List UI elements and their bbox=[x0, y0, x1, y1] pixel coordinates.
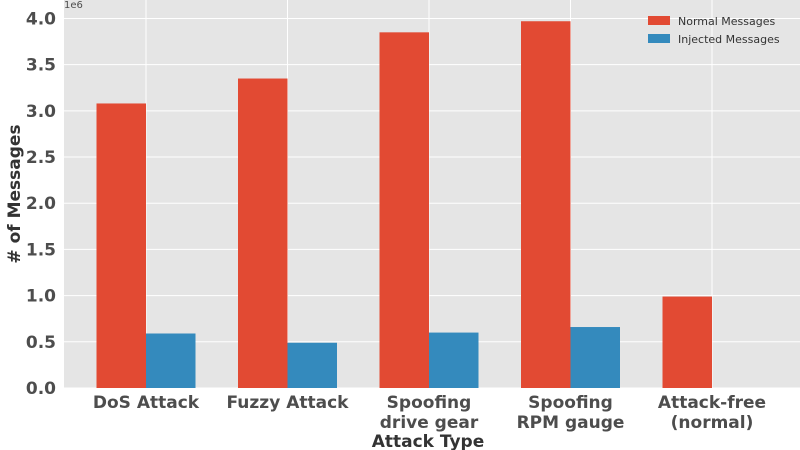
x-axis-ticks: DoS Attack Fuzzy Attack Spoofing drive gear… bbox=[93, 393, 766, 433]
bar-injected bbox=[570, 327, 620, 388]
x-tick-label: Fuzzy Attack bbox=[227, 393, 350, 413]
bars bbox=[96, 21, 712, 389]
legend-label: Normal Messages bbox=[678, 15, 776, 28]
x-tick-label-line: Spoofing bbox=[387, 393, 472, 413]
x-tick-label-line: Fuzzy Attack bbox=[227, 393, 350, 413]
legend-swatch bbox=[648, 34, 670, 43]
y-tick-label: 0.0 bbox=[26, 379, 56, 399]
x-tick-label-line: Spoofing bbox=[528, 393, 613, 413]
y-offset-label: 1e6 bbox=[64, 0, 83, 11]
y-tick-label: 2.0 bbox=[26, 194, 56, 214]
bar-normal bbox=[379, 32, 429, 388]
y-tick-label: 1.5 bbox=[26, 240, 56, 260]
x-tick-label: Spoofing drive gear bbox=[380, 393, 479, 433]
legend-label: Injected Messages bbox=[678, 33, 780, 46]
y-tick-label: 3.5 bbox=[26, 56, 56, 76]
bar-injected bbox=[287, 342, 337, 388]
x-tick-label-line: DoS Attack bbox=[93, 393, 200, 413]
y-tick-label: 2.5 bbox=[26, 148, 56, 168]
y-tick-label: 4.0 bbox=[26, 9, 56, 29]
x-tick-label-line: drive gear bbox=[380, 413, 479, 433]
y-tick-label: 3.0 bbox=[26, 102, 56, 122]
x-tick-label: DoS Attack bbox=[93, 393, 200, 413]
y-axis-ticks: 0.0 0.5 1.0 1.5 2.0 2.5 3.0 3.5 4.0 bbox=[26, 9, 56, 399]
legend: Normal Messages Injected Messages bbox=[648, 15, 780, 46]
x-tick-label-line: Attack-free bbox=[658, 393, 766, 413]
bar-normal bbox=[238, 78, 288, 389]
x-tick-label: Attack-free (normal) bbox=[658, 393, 766, 433]
bar-injected bbox=[146, 333, 196, 388]
y-tick-label: 1.0 bbox=[26, 287, 56, 307]
x-axis-title: Attack Type bbox=[372, 432, 485, 450]
x-tick-label-line: (normal) bbox=[671, 413, 754, 433]
legend-swatch bbox=[648, 16, 670, 25]
bar-injected bbox=[429, 332, 479, 388]
bar-normal bbox=[662, 296, 712, 388]
x-tick-label-line: RPM gauge bbox=[517, 413, 625, 433]
y-axis-title: # of Messages bbox=[5, 124, 25, 263]
x-tick-label: Spoofing RPM gauge bbox=[517, 393, 625, 433]
bar-normal bbox=[96, 103, 146, 388]
y-tick-label: 0.5 bbox=[26, 333, 56, 353]
bar-normal bbox=[521, 21, 571, 388]
